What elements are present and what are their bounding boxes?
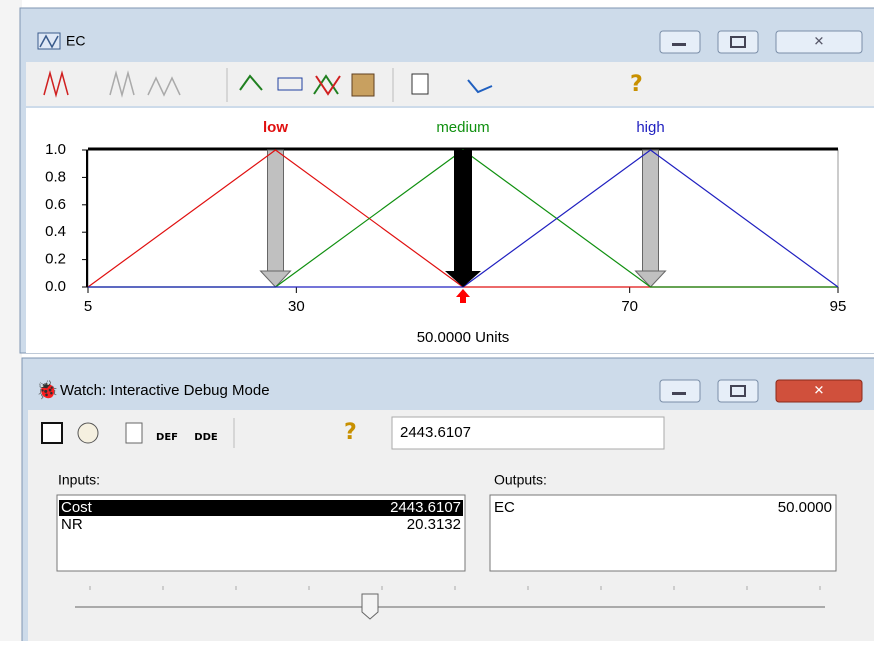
outputs-list[interactable]	[489, 494, 837, 572]
minimize-button[interactable]	[659, 30, 701, 54]
maximize-button[interactable]	[717, 379, 759, 403]
window-controls[interactable]: ✕	[659, 379, 863, 403]
tool-icon[interactable]	[125, 422, 143, 444]
tool-icon[interactable]	[351, 73, 375, 97]
row-name: Cost	[61, 499, 93, 516]
inputs-label: Inputs:	[58, 472, 100, 488]
tool-icon[interactable]	[467, 79, 493, 94]
close-button[interactable]	[775, 379, 863, 403]
window-title: EC	[66, 33, 85, 49]
help-icon[interactable]: ?	[344, 420, 357, 445]
app-icon	[39, 34, 59, 49]
maximize-icon	[730, 36, 746, 48]
tool-icon[interactable]	[43, 70, 69, 98]
row-value: 20.3132	[407, 516, 461, 533]
input-box-text[interactable]: 2443.6107	[400, 424, 471, 441]
x-tick-label: 30	[288, 298, 305, 315]
tool-icon[interactable]	[77, 422, 99, 444]
tool-icon[interactable]	[239, 74, 263, 91]
tool-icon[interactable]	[109, 70, 135, 98]
maximize-icon	[730, 385, 746, 397]
tool-icon[interactable]	[147, 76, 181, 97]
term-label: low	[263, 119, 288, 136]
y-tick-label: 0.4	[45, 223, 66, 240]
rule-arrow	[634, 270, 667, 288]
app-icon: 🐞	[36, 379, 58, 401]
selected-row	[59, 500, 463, 516]
x-tick-label: 5	[84, 298, 92, 315]
row-name: EC	[494, 499, 515, 516]
close-button[interactable]	[775, 30, 863, 54]
toolbar-icons[interactable]: ?	[43, 68, 643, 102]
crisp-arrow-head	[445, 271, 481, 287]
background	[0, 0, 22, 641]
input-box[interactable]	[391, 416, 665, 450]
term-label: medium	[436, 119, 489, 136]
tool-icon[interactable]: DDE	[194, 432, 218, 443]
watch-window: 🐞 Watch: Interactive Debug Mode ✕ DEF DD…	[21, 357, 874, 645]
row-value: 2443.6107	[390, 499, 461, 516]
y-tick-label: 1.0	[45, 141, 66, 158]
window-title: Watch: Interactive Debug Mode	[60, 382, 270, 399]
rule-arrow	[267, 149, 284, 272]
minimize-icon	[672, 392, 686, 395]
tool-icon[interactable]	[277, 77, 303, 91]
y-tick-label: 0.2	[45, 251, 66, 268]
minimize-button[interactable]	[659, 379, 701, 403]
outputs-label: Outputs:	[494, 472, 547, 488]
rule-arrow	[259, 270, 292, 288]
y-tick-label: 0.6	[45, 196, 66, 213]
tool-icon[interactable]: DEF	[156, 432, 178, 443]
chart: 0.0 0.2 0.4 0.6 0.8 1.0 5 30 70 95 low medium high 50…	[45, 119, 846, 346]
tool-icon[interactable]	[41, 422, 63, 444]
slider-ticks	[89, 586, 821, 590]
row-name: NR	[61, 516, 83, 533]
tool-icon[interactable]	[313, 74, 339, 95]
lists: Cost 2443.6107 NR 20.3132 EC 50.0000	[59, 499, 832, 533]
slider-thumb[interactable]	[361, 593, 379, 620]
chart-panel	[26, 108, 874, 353]
x-tick-label: 70	[621, 298, 638, 315]
y-tick-label: 0.0	[45, 278, 66, 295]
toolbar-icons[interactable]: DEF DDE ?	[41, 418, 357, 448]
crisp-arrow	[454, 150, 472, 271]
term-label: high	[636, 119, 664, 136]
crisp-marker	[456, 289, 470, 303]
window-controls[interactable]: ✕	[659, 30, 863, 54]
tool-icon[interactable]	[411, 73, 429, 95]
minimize-icon	[672, 43, 686, 46]
value-label: 50.0000 Units	[417, 329, 510, 346]
ec-window: EC ✕ ? 0.0 0.2 0.4 0.6 0.8 1.0 5 30 70 95 low	[19, 7, 874, 354]
rule-arrow	[642, 149, 659, 272]
help-icon[interactable]: ?	[630, 72, 643, 97]
x-tick-label: 95	[830, 298, 847, 315]
membership-line	[88, 149, 839, 288]
tool-icon[interactable]	[315, 75, 341, 96]
close-icon: ✕	[814, 384, 825, 399]
y-tick-label: 0.8	[45, 168, 66, 185]
maximize-button[interactable]	[717, 30, 759, 54]
row-value: 50.0000	[778, 499, 832, 516]
close-icon: ✕	[814, 35, 825, 50]
toolbar	[26, 62, 874, 106]
